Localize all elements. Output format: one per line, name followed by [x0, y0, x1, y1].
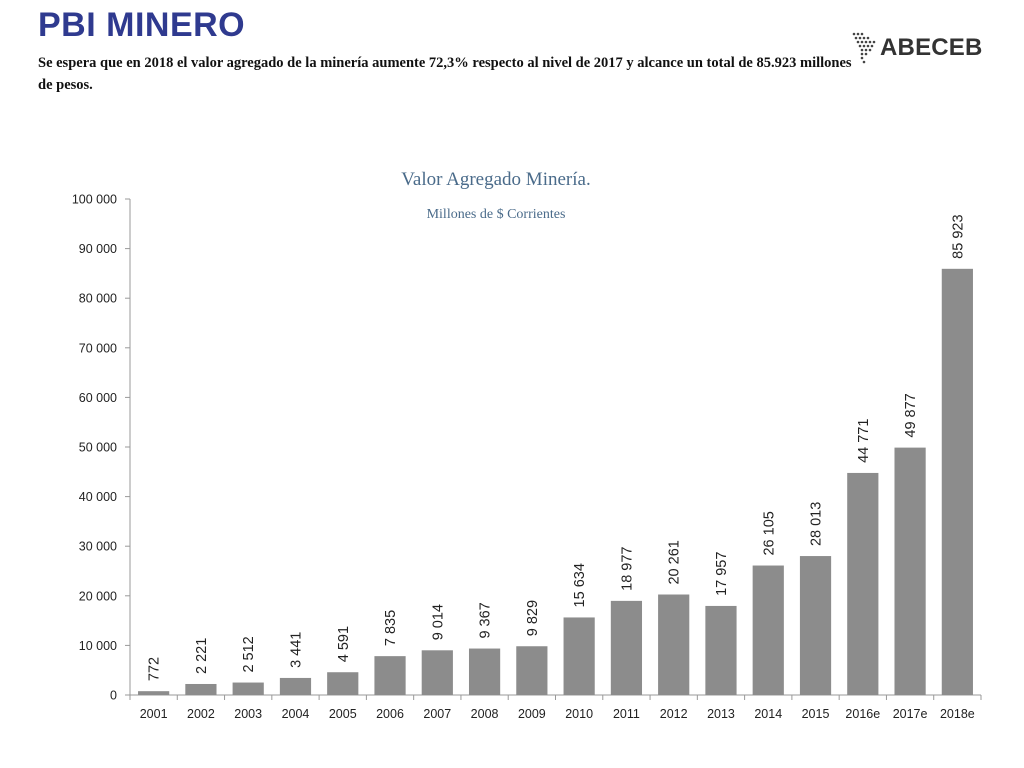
bar: [374, 656, 406, 695]
data-label: 18 977: [619, 547, 635, 591]
data-label: 4 591: [336, 626, 352, 662]
data-label: 15 634: [572, 563, 588, 607]
chart-subtitle: Millones de $ Corrientes: [427, 207, 566, 222]
y-tick-label: 50 000: [79, 441, 117, 455]
y-tick-label: 60 000: [79, 391, 117, 405]
page-title: PBI MINERO: [38, 6, 246, 44]
x-tick-label: 2010: [565, 707, 593, 721]
x-tick-label: 2009: [518, 707, 546, 721]
data-label: 9 367: [478, 602, 494, 638]
bar: [847, 472, 879, 695]
bar: [327, 672, 359, 695]
x-tick-label: 2018e: [940, 707, 975, 721]
data-label: 7 835: [383, 610, 399, 646]
chart-title: Valor Agregado Minería.: [401, 169, 590, 190]
y-tick-label: 90 000: [79, 242, 117, 256]
bar: [941, 268, 973, 695]
x-tick-label: 2016e: [845, 707, 880, 721]
data-label: 28 013: [809, 502, 825, 546]
data-label: 20 261: [667, 540, 683, 584]
data-label: 9 829: [525, 600, 541, 636]
bar: [516, 646, 548, 695]
x-tick-label: 2008: [471, 707, 499, 721]
x-tick-label: 2001: [140, 707, 168, 721]
y-tick-label: 80 000: [79, 292, 117, 306]
data-label: 85 923: [950, 214, 966, 258]
x-tick-label: 2017e: [893, 707, 928, 721]
y-tick-label: 20 000: [79, 589, 117, 603]
bar: [705, 605, 737, 695]
bar: [610, 600, 643, 695]
bar: [185, 683, 217, 695]
data-label: 26 105: [761, 511, 777, 555]
data-label: 44 771: [856, 419, 872, 463]
x-tick-label: 2011: [613, 707, 640, 721]
y-tick-label: 10 000: [79, 639, 117, 653]
bar: [563, 617, 595, 695]
bar: [232, 682, 264, 695]
y-tick-label: 40 000: [79, 490, 117, 504]
data-label: 49 877: [903, 393, 919, 437]
bar: [894, 447, 926, 695]
x-tick-label: 2013: [707, 707, 735, 721]
bar: [421, 650, 453, 695]
chart-x-tick-labels: 2001 2002 2003 2004 2005 2006 2007 2008 2009 2010…: [140, 707, 975, 721]
y-tick-label: 100 000: [72, 193, 117, 207]
y-tick-label: 30 000: [79, 540, 117, 554]
bar: [799, 556, 832, 695]
south-america-dots-icon: [852, 32, 876, 64]
bar: [138, 691, 170, 695]
bar: [279, 677, 312, 695]
chart-axes: [125, 198, 982, 700]
chart-bars: [138, 268, 973, 695]
x-tick-label: 2003: [234, 707, 262, 721]
x-tick-label: 2012: [660, 707, 688, 721]
x-tick-label: 2002: [187, 707, 215, 721]
x-tick-label: 2007: [423, 707, 451, 721]
data-label: 17 957: [714, 552, 730, 596]
x-tick-label: 2015: [802, 707, 830, 721]
x-tick-label: 2004: [282, 707, 310, 721]
chart-data-labels: 772 2 221 2 512 3 441 4 591 7 835 9 014 9 367 9 …: [147, 214, 967, 681]
x-tick-label: 2005: [329, 707, 357, 721]
data-label: 2 512: [241, 636, 257, 672]
x-tick-label: 2014: [754, 707, 782, 721]
data-label: 772: [147, 657, 163, 681]
bar: [468, 648, 501, 695]
y-tick-label: 0: [110, 689, 117, 703]
x-tick-label: 2006: [376, 707, 404, 721]
bar: [658, 594, 690, 695]
data-label: 3 441: [288, 632, 304, 668]
logo-text: ABECEB: [880, 34, 983, 61]
bar: [752, 565, 784, 695]
abeceb-logo: ABECEB: [850, 30, 990, 70]
data-label: 9 014: [430, 604, 446, 640]
y-tick-label: 70 000: [79, 341, 117, 355]
chart-y-tick-labels: 0 10 000 20 000 30 000 40 000 50 000 60 000 70 …: [72, 193, 117, 703]
page-subtitle: Se espera que en 2018 el valor agregado …: [38, 55, 852, 93]
data-label: 2 221: [194, 638, 210, 674]
